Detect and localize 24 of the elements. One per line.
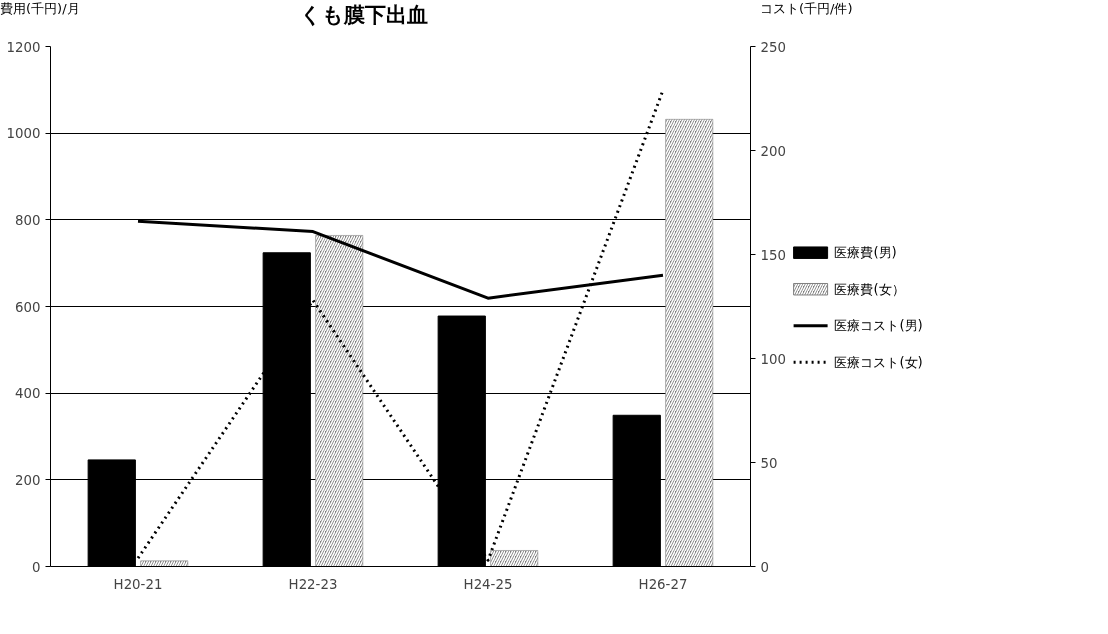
legend-label: 医療コスト(女) [834,354,923,370]
y-tick-label: 400 [15,386,41,402]
y-tick-label: 0 [32,559,41,575]
legend-label: 医療費(男) [834,245,897,261]
y2-tick-label: 200 [760,143,786,159]
y2-tick-label: 100 [760,351,786,367]
x-tick-label: H20-21 [113,576,163,592]
legend-label: 医療費(女） [834,281,905,297]
y-tick-label: 1200 [6,39,41,55]
y-tick-label: 600 [15,299,41,315]
legend-label: 医療コスト(男) [834,318,923,334]
y2-tick-label: 250 [760,39,786,55]
y2-tick-label: 50 [760,455,778,471]
x-tick-label: H26-27 [638,576,688,592]
y-tick-label: 200 [15,472,41,488]
chart-title: くも膜下出血 [300,2,428,29]
y2-tick-label: 0 [760,559,769,575]
x-tick-label: H22-23 [288,576,338,592]
y-axis-title: 費用(千円)/月 [0,0,80,18]
y2-axis-title: コスト(千円/件) [760,0,853,18]
x-tick-label: H24-25 [463,576,513,592]
y2-tick-label: 150 [760,247,786,263]
y-tick-label: 1000 [6,126,41,142]
y-tick-label: 800 [15,212,41,228]
